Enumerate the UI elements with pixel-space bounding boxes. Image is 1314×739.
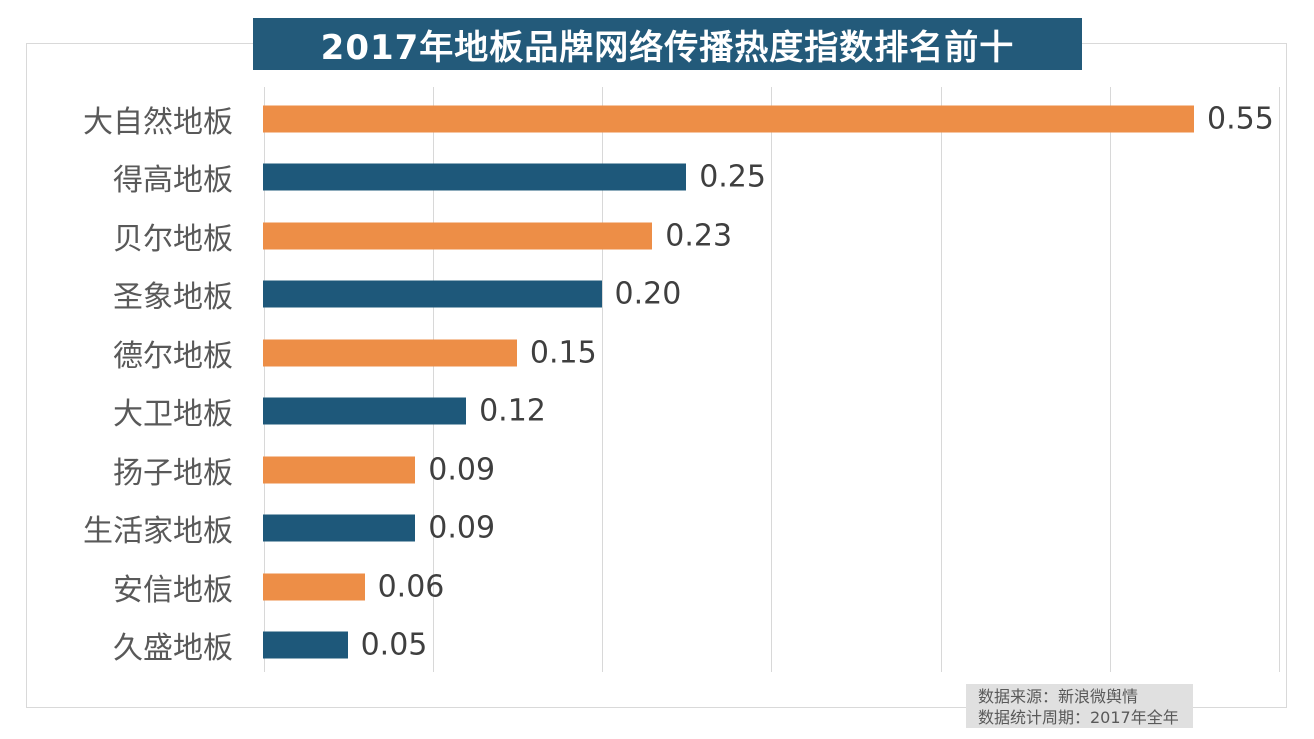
chart-title: 2017年地板品牌网络传播热度指数排名前十 [320,27,1015,68]
value-label: 0.20 [614,276,682,312]
value-label: 0.23 [665,218,733,253]
bar [263,163,687,191]
value-label: 0.06 [377,569,445,604]
category-label: 生活家地板 [83,514,233,549]
category-label: 贝尔地板 [113,221,233,257]
value-label: 0.12 [479,393,546,429]
category-label: 圣象地板 [113,280,233,315]
bar [263,631,348,659]
bar-row: 安信地板 0.06 [0,557,1314,616]
bar-row: 圣象地板 0.20 [0,265,1314,324]
bar-row: 大卫地板 0.12 [0,382,1314,441]
category-label: 大自然地板 [83,104,233,140]
bar [263,222,653,249]
bar-row: 贝尔地板 0.23 [0,206,1314,265]
chart-title-banner: 2017年地板品牌网络传播热度指数排名前十 [253,18,1082,70]
bar-row: 久盛地板 0.05 [0,616,1314,675]
value-label: 0.55 [1207,101,1274,136]
source-note: 数据来源：新浪微舆情 数据统计周期：2017年全年 [966,684,1193,728]
data-source-line: 数据来源：新浪微舆情 [978,687,1139,706]
bar [263,280,602,308]
gridline [432,87,434,672]
data-period-line: 数据统计周期：2017年全年 [978,708,1179,727]
value-label: 0.15 [529,335,597,370]
gridline [602,87,603,672]
bar-row: 得高地板 0.25 [0,148,1314,207]
bar [263,397,467,425]
bar-row: 大自然地板 0.55 [0,89,1314,148]
bar-row: 德尔地板 0.15 [0,323,1314,382]
category-label: 德尔地板 [113,338,233,374]
bar-row: 生活家地板 0.09 [0,499,1314,558]
value-label: 0.09 [428,510,496,546]
gridline [1279,87,1281,672]
category-label: 安信地板 [113,572,233,608]
bar-row: 扬子地板 0.09 [0,440,1314,499]
bar [263,456,416,483]
bar [263,105,1194,132]
gridline [771,87,773,672]
value-label: 0.09 [428,452,496,487]
value-label: 0.05 [360,627,428,663]
category-label: 扬子地板 [113,455,233,491]
gridline [1109,87,1111,672]
category-label: 久盛地板 [113,631,233,666]
gridline [940,87,942,672]
bar [263,514,416,542]
gridline [263,87,265,672]
value-label: 0.25 [699,159,766,195]
bar [263,339,517,366]
category-label: 得高地板 [113,163,233,198]
bar [263,573,365,600]
category-label: 大卫地板 [113,397,233,432]
